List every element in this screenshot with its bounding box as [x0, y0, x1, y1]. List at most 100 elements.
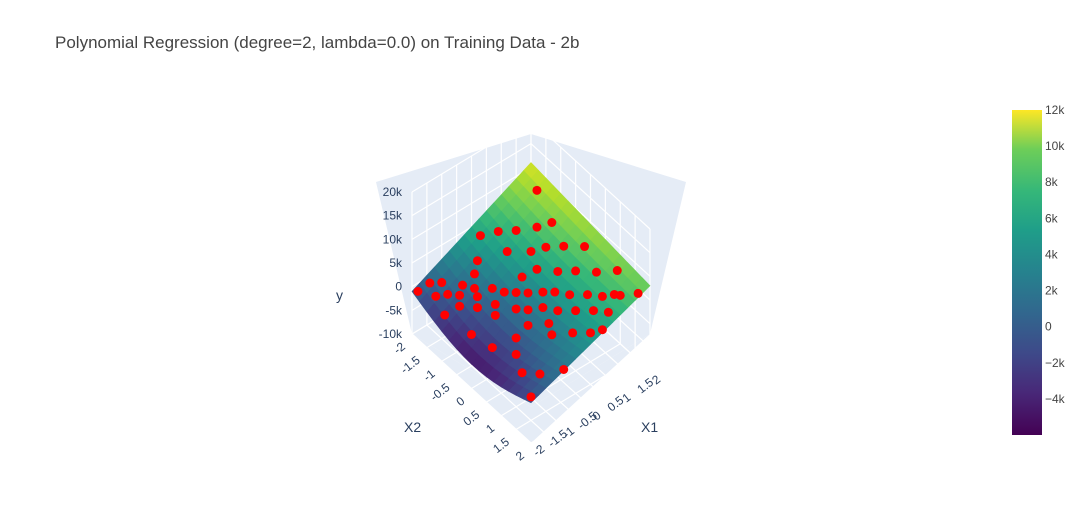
- colorbar-tick-label: 2k: [1045, 284, 1059, 298]
- data-point[interactable]: [526, 392, 536, 402]
- data-point[interactable]: [472, 256, 482, 266]
- chart-title: Polynomial Regression (degree=2, lambda=…: [55, 33, 580, 52]
- colorbar-tick-label: 0: [1045, 320, 1052, 334]
- data-point[interactable]: [559, 364, 569, 374]
- data-point[interactable]: [583, 290, 593, 300]
- data-point[interactable]: [511, 349, 521, 359]
- data-point[interactable]: [532, 222, 542, 232]
- x1-tick-label: -2: [530, 442, 547, 460]
- z-axis-ticks: 20k 15k 10k 5k 0 -5k -10k: [379, 185, 403, 341]
- data-point[interactable]: [469, 269, 479, 279]
- data-point[interactable]: [511, 333, 521, 343]
- data-point[interactable]: [458, 280, 468, 290]
- data-point[interactable]: [633, 288, 643, 298]
- colorbar-ticks: 12k 10k 8k 6k 4k 2k 0 −2k −4k: [1045, 103, 1066, 406]
- data-point[interactable]: [532, 185, 542, 195]
- data-point[interactable]: [511, 304, 521, 314]
- data-point[interactable]: [580, 242, 590, 252]
- data-point[interactable]: [541, 242, 551, 252]
- data-point[interactable]: [431, 291, 441, 301]
- data-point[interactable]: [467, 329, 476, 339]
- data-point[interactable]: [591, 267, 601, 277]
- z-tick-label: 20k: [383, 185, 403, 199]
- floor-wall: [412, 334, 650, 443]
- data-point[interactable]: [475, 231, 485, 241]
- x2-tick-label: 1.5: [490, 435, 512, 457]
- data-point[interactable]: [437, 278, 447, 288]
- data-point[interactable]: [538, 303, 548, 313]
- data-point[interactable]: [499, 287, 509, 297]
- colorbar-tick-label: 6k: [1045, 211, 1059, 225]
- z-tick-label: -5k: [385, 303, 403, 317]
- x2-tick-label: -0.5: [428, 380, 453, 404]
- data-point[interactable]: [586, 328, 595, 338]
- data-point[interactable]: [553, 266, 563, 276]
- data-point[interactable]: [550, 287, 560, 297]
- x2-axis-title: X2: [404, 419, 421, 435]
- colorbar-tick-label: −4k: [1045, 392, 1066, 406]
- x2-tick-label: 1: [483, 421, 497, 436]
- z-tick-label: 10k: [383, 232, 403, 246]
- x2-tick-label: 2: [513, 448, 527, 463]
- data-point[interactable]: [571, 266, 581, 276]
- data-point[interactable]: [455, 290, 465, 300]
- data-point[interactable]: [502, 247, 512, 257]
- x2-tick-label: 0.5: [460, 407, 482, 429]
- data-point[interactable]: [553, 306, 563, 316]
- x2-tick-label: -1: [421, 366, 438, 384]
- colorbar-tick-label: 8k: [1045, 175, 1059, 189]
- data-point[interactable]: [603, 307, 613, 317]
- data-point[interactable]: [413, 286, 423, 296]
- data-point[interactable]: [490, 299, 500, 309]
- data-point[interactable]: [571, 306, 581, 316]
- data-point[interactable]: [443, 289, 453, 299]
- data-point[interactable]: [487, 283, 497, 293]
- data-point[interactable]: [523, 320, 533, 330]
- data-point[interactable]: [547, 217, 557, 227]
- x1-axis-title: X1: [641, 419, 658, 435]
- data-point[interactable]: [526, 246, 536, 256]
- data-point[interactable]: [523, 305, 533, 315]
- z-tick-label: -10k: [379, 327, 403, 341]
- data-point[interactable]: [597, 325, 607, 335]
- data-point[interactable]: [523, 288, 533, 298]
- z-axis-title: y: [336, 287, 343, 303]
- data-point[interactable]: [440, 310, 450, 320]
- colorbar-tick-label: 10k: [1045, 139, 1065, 153]
- x2-tick-label: 0: [453, 394, 467, 409]
- data-point[interactable]: [487, 343, 497, 353]
- data-point[interactable]: [469, 283, 479, 293]
- colorbar[interactable]: [1012, 110, 1042, 435]
- data-point[interactable]: [517, 368, 527, 378]
- data-point[interactable]: [532, 264, 542, 274]
- data-point[interactable]: [472, 292, 482, 302]
- data-point[interactable]: [547, 330, 557, 340]
- data-point[interactable]: [535, 369, 545, 379]
- data-point[interactable]: [517, 272, 527, 282]
- data-point[interactable]: [511, 288, 521, 298]
- data-point[interactable]: [568, 328, 578, 338]
- data-point[interactable]: [588, 306, 598, 316]
- data-point[interactable]: [609, 289, 619, 299]
- colorbar-tick-label: −2k: [1045, 356, 1066, 370]
- data-point[interactable]: [511, 225, 521, 235]
- data-point[interactable]: [597, 291, 607, 301]
- x2-tick-label: -1.5: [398, 353, 423, 377]
- data-point[interactable]: [565, 290, 575, 300]
- data-point[interactable]: [455, 301, 465, 311]
- colorbar-tick-label: 12k: [1045, 103, 1065, 117]
- data-point[interactable]: [493, 226, 503, 236]
- data-point[interactable]: [544, 318, 554, 328]
- data-point[interactable]: [472, 303, 482, 313]
- data-point[interactable]: [559, 241, 569, 251]
- data-point[interactable]: [612, 266, 622, 276]
- training-points: [413, 185, 643, 402]
- z-tick-label: 5k: [389, 256, 403, 270]
- colorbar-tick-label: 4k: [1045, 247, 1059, 261]
- data-point[interactable]: [538, 287, 548, 297]
- x2-tick-label: -2: [391, 339, 408, 357]
- data-point[interactable]: [490, 310, 500, 320]
- z-tick-label: 0: [395, 280, 402, 294]
- data-point[interactable]: [425, 278, 435, 288]
